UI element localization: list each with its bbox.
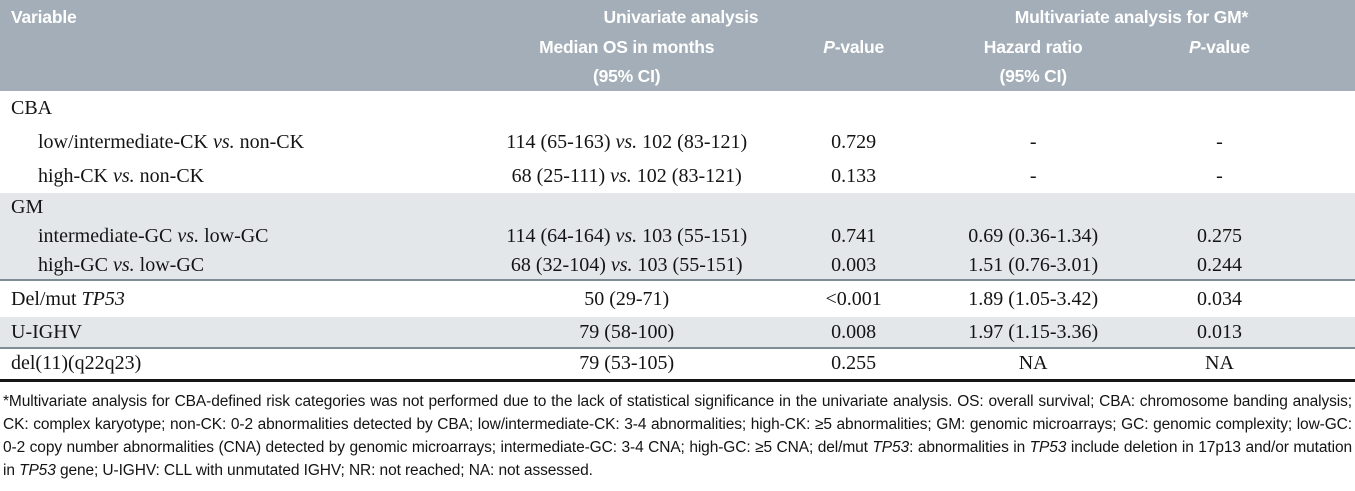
cell-p-value-univariate: 0.255 [799, 348, 908, 382]
column-header-p-value-univariate: P-value [799, 34, 908, 61]
cell-p-value-univariate: 0.741 [799, 222, 908, 251]
cell-p-value-multivariate: 0.244 [1158, 251, 1281, 281]
survival-analysis-table: Variable Univariate analysis Multivariat… [0, 0, 1355, 382]
cell-median-os: 50 (29-71) [584, 287, 670, 310]
header-row-ci: (95% CI) (95% CI) [0, 61, 1355, 91]
table-row-gm-group: GM [0, 193, 1355, 222]
cell-hazard-ratio: 0.69 (0.36-1.34) [907, 222, 1159, 251]
cell-hazard-ratio: 1.89 (1.05-3.42) [968, 287, 1099, 310]
cell-spacer [1280, 280, 1355, 317]
cell-p-value-univariate [799, 193, 908, 222]
cell-median-os: 114 (65-163) vs. 102 (83-121) [506, 130, 748, 153]
header-row-subheaders: Median OS in months P-value Hazard ratio… [0, 34, 1355, 91]
cell-spacer [1280, 91, 1355, 125]
cell-median-os: 79 (53-105) [453, 348, 800, 382]
table-row-intermediate-gc: intermediate-GC vs. low-GC 114 (64-164) … [0, 222, 1355, 251]
row-label: low/intermediate-CK vs. non-CK [38, 130, 305, 153]
cell-median-os: 114 (64-164) vs. 103 (55-151) [453, 222, 800, 251]
cell-median-os: 68 (32-104) vs. 103 (55-151) [453, 251, 800, 281]
row-label: Del/mut TP53 [11, 287, 125, 310]
header-empty-cell [1158, 61, 1281, 91]
cell-median-os: 79 (58-100) [453, 317, 800, 349]
cell-hazard-ratio: 1.51 (0.76-3.01) [907, 251, 1159, 281]
column-header-variable: Variable [0, 0, 454, 91]
header-spacer [1280, 34, 1355, 91]
cell-hazard-ratio: - [1029, 164, 1037, 187]
cell-p-value-multivariate: - [1216, 164, 1223, 187]
cell-p-value-univariate: <0.001 [825, 287, 882, 310]
cell-p-value-multivariate: - [1216, 130, 1223, 153]
cell-median-os [454, 91, 800, 125]
cell-p-value-multivariate: 0.034 [1196, 287, 1242, 310]
cell-median-os: 68 (25-111) vs. 102 (83-121) [511, 164, 742, 187]
cell-spacer [1280, 193, 1355, 222]
row-label: high-CK vs. non-CK [38, 164, 205, 187]
cell-hazard-ratio: - [1029, 130, 1037, 153]
table-header: Variable Univariate analysis Multivariat… [0, 0, 1355, 91]
column-header-p-value-multivariate: P-value [1158, 34, 1281, 61]
cell-hazard-ratio: 1.97 (1.15-3.36) [907, 317, 1159, 349]
cell-spacer [1280, 251, 1355, 281]
cell-median-os [453, 193, 800, 222]
header-empty-cell [799, 61, 908, 91]
table-row-del11: del(11)(q22q23) 79 (53-105) 0.255 NA NA [0, 348, 1355, 382]
cell-p-value-univariate: 0.729 [831, 130, 877, 153]
cell-p-value-multivariate: NA [1158, 348, 1281, 382]
cell-hazard-ratio [908, 91, 1159, 125]
row-label: GM [0, 193, 454, 222]
cell-p-value-univariate: 0.133 [831, 164, 877, 187]
cell-p-value-univariate: 0.003 [799, 251, 908, 281]
row-label: del(11)(q22q23) [0, 348, 454, 382]
cell-spacer [1280, 348, 1355, 382]
cell-p-value-multivariate: 0.275 [1158, 222, 1281, 251]
column-header-median-os-ci: (95% CI) [453, 61, 800, 91]
cell-spacer [1280, 222, 1355, 251]
table-row-u-ighv: U-IGHV 79 (58-100) 0.008 1.97 (1.15-3.36… [0, 317, 1355, 349]
cell-spacer [1280, 125, 1355, 159]
cell-p-value-univariate: 0.008 [799, 317, 908, 349]
cell-hazard-ratio: NA [907, 348, 1159, 382]
table-row-low-intermediate-ck: low/intermediate-CK vs. non-CK 114 (65-1… [0, 125, 1355, 159]
cell-hazard-ratio [907, 193, 1159, 222]
column-header-median-os: Median OS in months [453, 34, 800, 61]
cell-p-value-univariate [799, 91, 907, 125]
table-row-high-gc: high-GC vs. low-GC 68 (32-104) vs. 103 (… [0, 251, 1355, 281]
row-label: U-IGHV [0, 317, 454, 349]
cell-p-value-multivariate [1158, 193, 1281, 222]
column-group-multivariate: Multivariate analysis for GM* [907, 0, 1355, 34]
cell-spacer [1280, 317, 1355, 349]
table-row-high-ck: high-CK vs. non-CK 68 (25-111) vs. 102 (… [0, 159, 1355, 193]
table-row-cba-group: CBA [0, 91, 1355, 125]
column-header-hazard-ratio: Hazard ratio [907, 34, 1159, 61]
table-body: CBA low/intermediate-CK vs. non-CK 114 (… [0, 91, 1355, 382]
row-label: CBA [11, 96, 53, 119]
table-footnote: *Multivariate analysis for CBA-defined r… [3, 392, 1352, 479]
cell-p-value-multivariate [1159, 91, 1281, 125]
row-label: intermediate-GC vs. low-GC [0, 222, 454, 251]
cell-spacer [1280, 159, 1355, 193]
column-group-univariate: Univariate analysis [453, 0, 908, 34]
table-row-del-mut-tp53: Del/mut TP53 50 (29-71) <0.001 1.89 (1.0… [0, 280, 1355, 317]
row-label: high-GC vs. low-GC [0, 251, 454, 281]
header-row-groups: Variable Univariate analysis Multivariat… [0, 0, 1355, 91]
column-header-hazard-ratio-ci: (95% CI) [907, 61, 1159, 91]
cell-p-value-multivariate: 0.013 [1158, 317, 1281, 349]
